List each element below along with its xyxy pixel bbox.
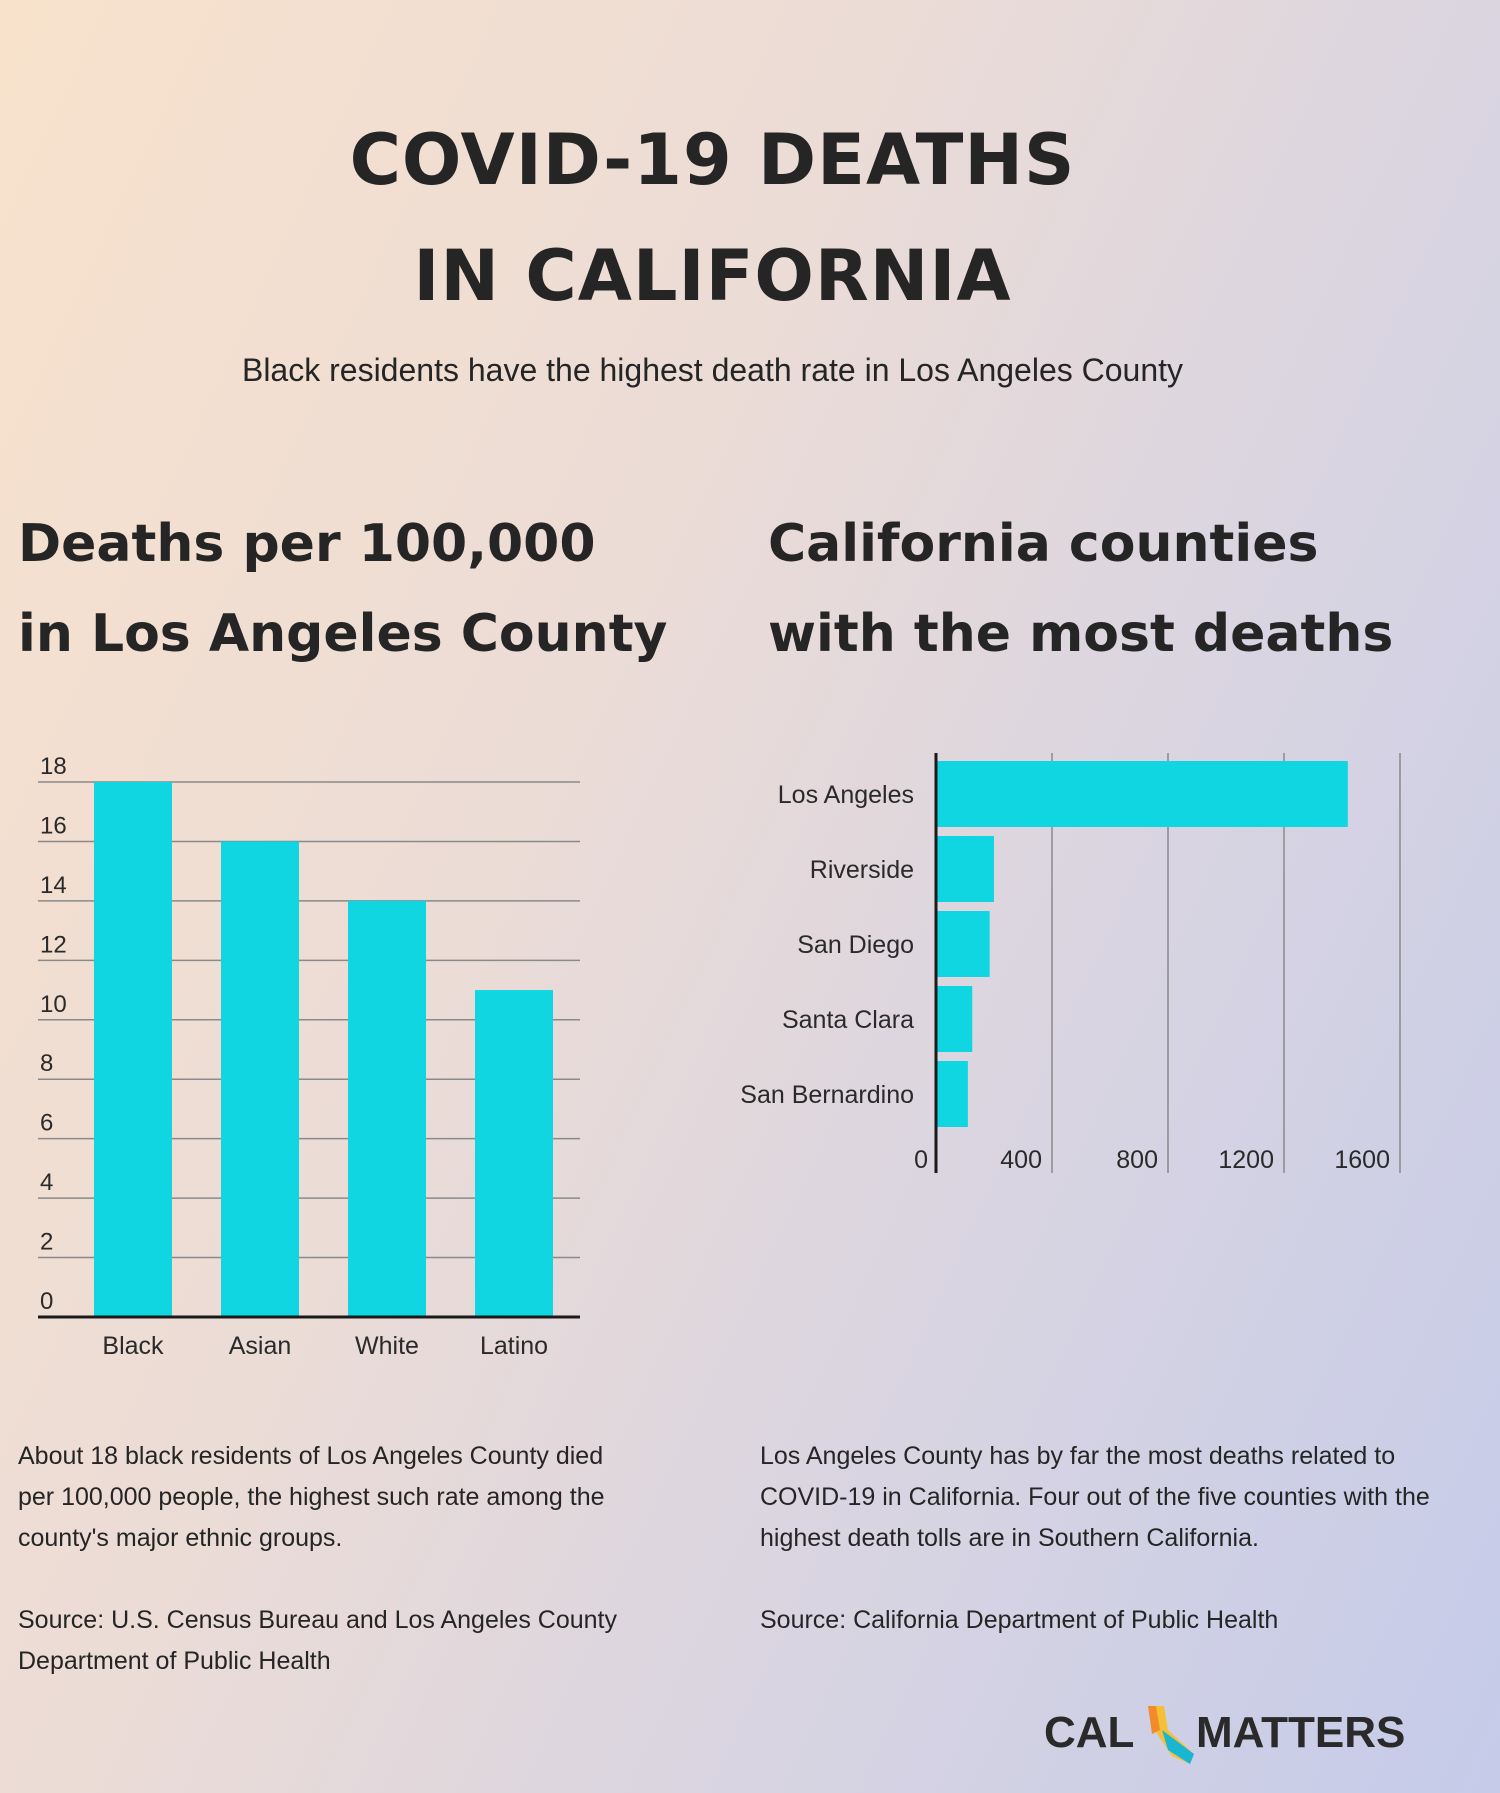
california-shape-icon (1148, 1706, 1194, 1764)
ethnic-death-rate-chart: 0 2 4 6 8 10 12 14 16 18 Black Asian White Latino (38, 753, 580, 1360)
x-tick-label: Black (102, 1332, 164, 1360)
y-tick-label: 18 (40, 753, 67, 780)
bar-san-bernardino (936, 1061, 968, 1127)
bar-riverside (936, 836, 994, 902)
y-tick-label: Santa Clara (782, 1006, 914, 1034)
y-tick-label: San Diego (797, 931, 914, 959)
right-chart-title-line2: with the most deaths (768, 604, 1394, 664)
x-tick-label: White (355, 1332, 419, 1360)
y-tick-label: Riverside (810, 856, 914, 884)
y-tick-label: 0 (40, 1288, 53, 1315)
y-tick-label: Los Angeles (778, 781, 914, 809)
x-tick-label: 1200 (1218, 1146, 1274, 1174)
x-tick-label: 400 (1000, 1146, 1042, 1174)
y-tick-label: 14 (40, 872, 67, 899)
y-tick-label: 12 (40, 931, 67, 958)
bar-santa-clara (936, 986, 973, 1052)
left-chart-description: About 18 black residents of Los Angeles … (18, 1442, 605, 1552)
page-subtitle: Black residents have the highest death r… (241, 352, 1184, 388)
left-chart-source: Source: U.S. Census Bureau and Los Angel… (18, 1606, 617, 1675)
right-chart-source: Source: California Department of Public … (760, 1606, 1279, 1634)
bar-white (348, 900, 426, 1317)
x-tick-label: 0 (914, 1146, 928, 1174)
y-tick-label: San Bernardino (740, 1081, 914, 1109)
calmatters-logo: CAL MATTERS (1044, 1706, 1405, 1764)
left-chart-title-line1: Deaths per 100,000 (18, 514, 596, 574)
x-tick-label: Latino (480, 1332, 548, 1360)
y-tick-label: 8 (40, 1050, 53, 1077)
y-tick-label: 2 (40, 1229, 53, 1256)
y-tick-label: 16 (40, 812, 67, 839)
x-tick-label: Asian (229, 1332, 292, 1360)
bar-asian (221, 841, 299, 1317)
bar-los-angeles (936, 761, 1348, 827)
logo-text-matters: MATTERS (1196, 1708, 1405, 1757)
x-tick-label: 1600 (1334, 1146, 1390, 1174)
bar-latino (475, 990, 553, 1317)
bar-black (94, 782, 172, 1317)
logo-text-cal: CAL (1044, 1708, 1134, 1757)
page-title-line1: COVID-19 DEATHS (349, 119, 1076, 201)
y-tick-label: 4 (40, 1169, 53, 1196)
x-tick-label: 800 (1116, 1146, 1158, 1174)
right-chart-description: Los Angeles County has by far the most d… (760, 1442, 1430, 1552)
y-tick-label: 10 (40, 991, 67, 1018)
right-chart-title-line1: California counties (768, 514, 1319, 574)
left-chart-title-line2: in Los Angeles County (18, 604, 668, 664)
page-title-line2: IN CALIFORNIA (413, 235, 1012, 317)
county-deaths-chart: 0 400 800 1200 1600 Los Angeles Riverside San D… (740, 753, 1401, 1174)
y-tick-label: 6 (40, 1110, 53, 1137)
bar-san-diego (936, 911, 990, 977)
